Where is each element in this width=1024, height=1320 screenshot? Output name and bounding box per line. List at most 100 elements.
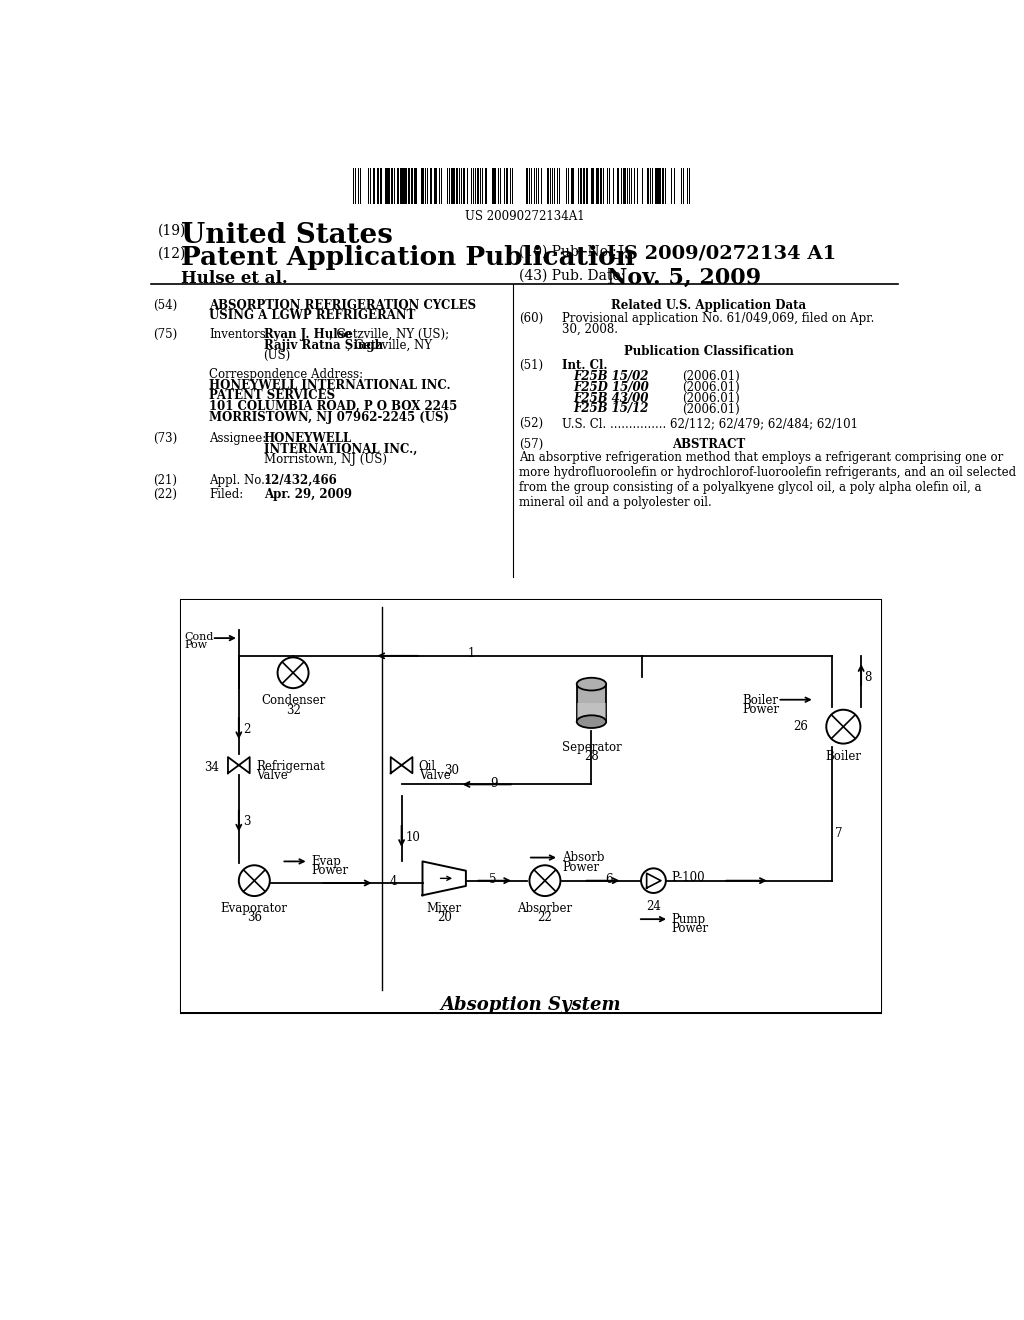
Bar [552, 169, 554, 203]
Text: Pow: Pow [184, 640, 208, 651]
Text: (75): (75) [153, 327, 177, 341]
Text: 20: 20 [437, 911, 452, 924]
Text: (2006.01): (2006.01) [682, 403, 740, 416]
Text: Valve: Valve [256, 770, 288, 781]
Text: 9: 9 [490, 776, 499, 789]
Text: ABSORPTION REFRIGERATION CYCLES: ABSORPTION REFRIGERATION CYCLES [209, 298, 476, 312]
Text: Publication Classification: Publication Classification [624, 345, 794, 358]
Text: Assignee:: Assignee: [209, 432, 266, 445]
Text: 101 COLUMBIA ROAD, P O BOX 2245: 101 COLUMBIA ROAD, P O BOX 2245 [209, 400, 458, 413]
Bar [652, 169, 653, 203]
Text: (US): (US) [263, 350, 291, 363]
Bar [547, 169, 549, 203]
Text: US 2009/0272134 A1: US 2009/0272134 A1 [607, 244, 837, 263]
Text: An absorptive refrigeration method that employs a refrigerant comprising one or : An absorptive refrigeration method that … [519, 451, 1017, 510]
Text: Power: Power [562, 861, 599, 874]
Text: 8: 8 [864, 671, 871, 684]
Bar [550, 169, 551, 203]
Text: Appl. No.:: Appl. No.: [209, 474, 269, 487]
Text: 5: 5 [489, 873, 497, 886]
Text: 4: 4 [390, 875, 397, 888]
Text: (2006.01): (2006.01) [682, 370, 740, 383]
Text: Correspondence Address:: Correspondence Address: [209, 368, 364, 381]
Bar [414, 169, 416, 203]
Text: Valve: Valve [419, 770, 451, 781]
Bar [600, 169, 601, 203]
Bar [425, 169, 426, 203]
Ellipse shape [577, 715, 606, 729]
Bar [657, 169, 659, 203]
Bar [421, 169, 423, 203]
Text: (2006.01): (2006.01) [682, 392, 740, 405]
Bar [687, 169, 688, 203]
Bar [557, 169, 558, 203]
Text: ABSTRACT: ABSTRACT [672, 438, 745, 451]
Bar [180, 599, 882, 1014]
Text: HONEYWELL: HONEYWELL [263, 432, 352, 445]
Bar [359, 169, 361, 203]
Bar [484, 169, 486, 203]
Text: Cond: Cond [184, 632, 214, 642]
Text: Related U.S. Application Data: Related U.S. Application Data [611, 298, 807, 312]
Bar [449, 169, 451, 203]
Text: U.S. Cl. ............... 62/112; 62/479; 62/484; 62/101: U.S. Cl. ............... 62/112; 62/479;… [562, 417, 858, 430]
Bar [400, 169, 401, 203]
Bar [459, 169, 461, 203]
Text: (22): (22) [153, 488, 177, 502]
Text: 6: 6 [605, 873, 613, 886]
Bar [655, 169, 656, 203]
Text: Filed:: Filed: [209, 488, 244, 502]
Bar [388, 169, 390, 203]
Bar [526, 169, 528, 203]
Text: Absoption System: Absoption System [440, 997, 622, 1014]
Text: , Getzville, NY (US);: , Getzville, NY (US); [329, 327, 449, 341]
Bar [352, 169, 354, 203]
Text: Refrigernat: Refrigernat [256, 760, 325, 772]
Text: 34: 34 [204, 762, 219, 775]
Text: Power: Power [742, 702, 779, 715]
Bar [434, 169, 435, 203]
Bar [662, 169, 665, 203]
Bar [181, 601, 881, 1012]
Bar [596, 169, 598, 203]
Text: Evaporator: Evaporator [221, 903, 288, 915]
Bar [506, 169, 508, 203]
Text: (2006.01): (2006.01) [682, 381, 740, 393]
Text: (57): (57) [519, 438, 544, 451]
Text: Hulse et al.: Hulse et al. [180, 271, 288, 286]
Text: 3: 3 [243, 816, 250, 828]
Bar [504, 169, 506, 203]
Text: Absorber: Absorber [517, 903, 572, 915]
Text: Power: Power [311, 865, 348, 878]
Bar [406, 169, 407, 203]
Bar [577, 704, 606, 722]
Bar [430, 169, 432, 203]
Text: 1: 1 [467, 647, 475, 660]
Text: 30, 2008.: 30, 2008. [562, 323, 618, 337]
Text: 22: 22 [538, 911, 552, 924]
Text: 7: 7 [835, 826, 843, 840]
Bar [577, 684, 606, 722]
Text: Nov. 5, 2009: Nov. 5, 2009 [607, 267, 761, 289]
Bar [617, 169, 618, 203]
Text: F25B 15/12: F25B 15/12 [573, 403, 649, 416]
Text: Patent Application Publication: Patent Application Publication [180, 244, 635, 269]
Bar [621, 169, 623, 203]
Text: Provisional application No. 61/049,069, filed on Apr.: Provisional application No. 61/049,069, … [562, 313, 874, 326]
Text: (51): (51) [519, 359, 544, 372]
Bar [408, 169, 410, 203]
Text: F25B 43/00: F25B 43/00 [573, 392, 649, 405]
Text: F25B 15/02: F25B 15/02 [573, 370, 649, 383]
Bar [629, 169, 630, 203]
Text: (10) Pub. No.:: (10) Pub. No.: [519, 244, 617, 259]
Text: Seperator: Seperator [561, 741, 622, 754]
Bar [647, 169, 649, 203]
Bar [473, 169, 474, 203]
Bar [493, 169, 495, 203]
Text: (54): (54) [153, 298, 177, 312]
Text: F25D 15/00: F25D 15/00 [573, 381, 649, 393]
Text: (12): (12) [158, 247, 185, 261]
Text: 32: 32 [286, 704, 300, 717]
Text: Rajiv Ratna Singh: Rajiv Ratna Singh [263, 339, 383, 351]
Text: HONEYWELL INTERNATIONAL INC.: HONEYWELL INTERNATIONAL INC. [209, 379, 451, 392]
